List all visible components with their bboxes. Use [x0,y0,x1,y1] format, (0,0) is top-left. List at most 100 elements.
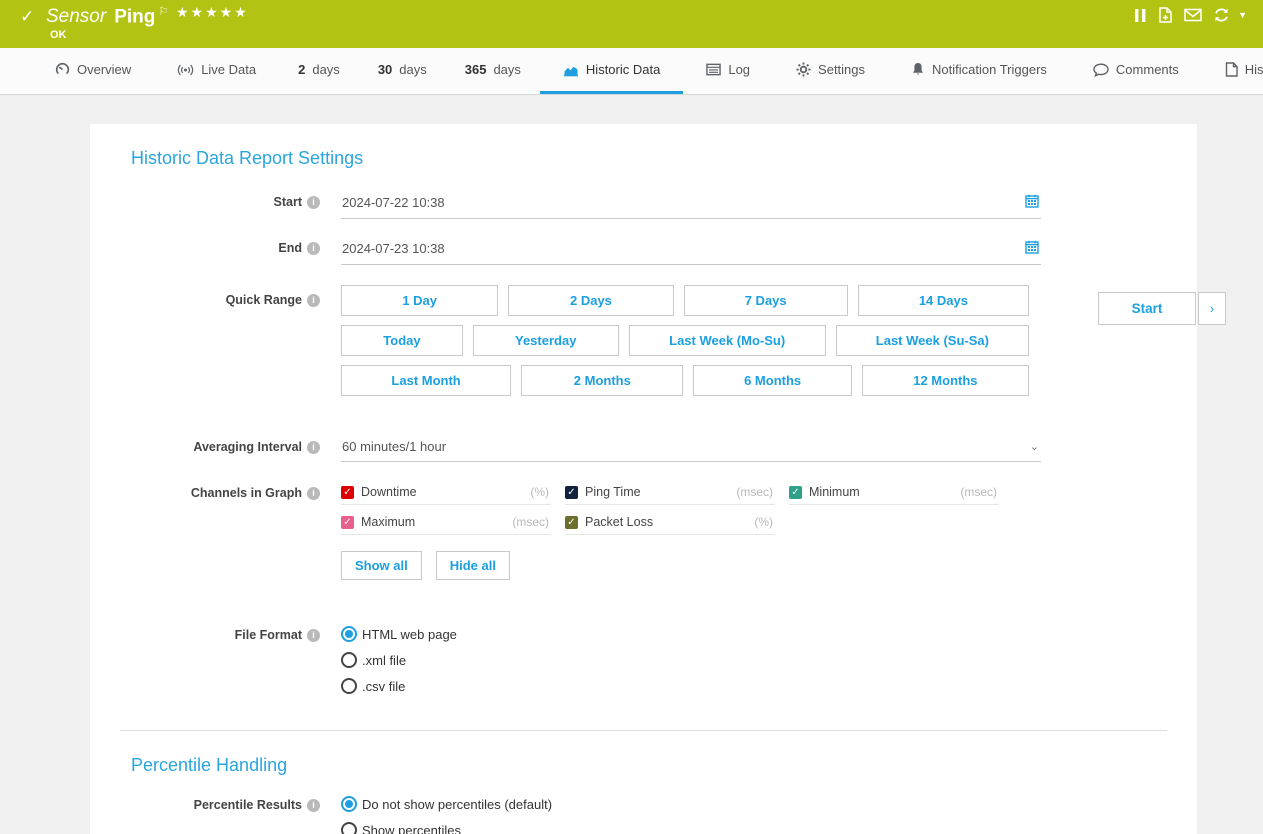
start-split-button: Start › [1098,292,1226,325]
channel-name: Ping Time [585,485,641,499]
priority-stars[interactable]: ★★★★★ [176,4,249,20]
info-icon[interactable]: i [307,799,320,812]
radio-csv-file[interactable]: .csv file [341,678,1041,694]
tab-label: Historic Data [585,62,661,77]
section-title-report-settings: Historic Data Report Settings [131,148,364,168]
info-icon[interactable]: i [307,629,320,642]
status-badge: OK [50,29,67,41]
caret-down-icon[interactable]: ▼ [1238,10,1247,20]
channel-name: Packet Loss [585,515,654,529]
tab-365-days[interactable]: 365 days [446,48,540,94]
gauge-icon [55,62,70,77]
radio-html-web-page[interactable]: HTML web page [341,626,1041,642]
historic-data-panel: Historic Data Report Settings Start i 202… [90,124,1197,834]
broadcast-icon [177,63,194,77]
channel-checkbox[interactable]: ✓ [565,515,578,529]
tab-label: days [493,62,521,77]
quick-range-yesterday[interactable]: Yesterday [472,325,619,356]
comment-bubble-icon [1093,62,1109,77]
start-label: Start i [90,189,320,219]
tab-number: 30 [377,62,393,77]
area-chart-icon [563,63,579,77]
averaging-interval-row: Averaging Interval i 60 minutes/1 hour ⌄ [90,434,1197,462]
section-title-percentile: Percentile Handling [131,755,288,775]
averaging-interval-select[interactable]: 60 minutes/1 hour ⌄ [341,434,1041,462]
quick-range-2-days[interactable]: 2 Days [508,285,674,316]
tab-log[interactable]: Log [683,48,773,94]
channel-name: Downtime [361,485,417,499]
pause-icon[interactable] [1134,8,1147,23]
quick-range-last-week-su-sa[interactable]: Last Week (Su-Sa) [835,325,1029,356]
sensor-kind-label: Sensor [46,6,107,28]
radio-no-percentiles[interactable]: Do not show percentiles (default) [341,796,1041,812]
tab-2-days[interactable]: 2 days [279,48,359,94]
tab-label: Live Data [201,62,257,77]
quick-range-7-days[interactable]: 7 Days [683,285,848,316]
sensor-header: ✓ Sensor Ping ⚐ ★★★★★ OK ▼ [0,0,1263,48]
channel-unit: (msec) [512,515,549,529]
tab-overview[interactable]: Overview [32,48,154,94]
info-icon[interactable]: i [307,294,320,307]
start-options-chevron[interactable]: › [1198,292,1226,325]
channel-name: Minimum [809,485,860,499]
radio-xml-file[interactable]: .xml file [341,652,1041,668]
tab-history[interactable]: History [1202,48,1263,94]
sensor-title: Sensor Ping ⚐ [46,5,168,28]
flag-icon[interactable]: ⚐ [158,6,169,18]
channel-checkbox[interactable]: ✓ [565,485,578,499]
refresh-icon[interactable] [1213,7,1230,23]
averaging-interval-value: 60 minutes/1 hour [342,439,447,454]
averaging-interval-label: Averaging Interval i [90,434,320,462]
percentile-results-row: Percentile Results i Do not show percenti… [90,796,1197,834]
channel-checkbox[interactable]: ✓ [341,485,354,499]
mail-icon[interactable] [1184,8,1202,22]
start-datetime-input[interactable]: 2024-07-22 10:38 [341,189,1041,219]
header-actions: ▼ [1134,7,1247,23]
info-icon[interactable]: i [307,441,320,454]
quick-range-last-month[interactable]: Last Month [341,365,512,396]
chevron-down-icon: ⌄ [1029,441,1039,453]
quick-range-last-week-mo-su[interactable]: Last Week (Mo-Su) [628,325,826,356]
radio-label: Do not show percentiles (default) [362,796,553,812]
quick-range-2-months[interactable]: 2 Months [521,365,684,396]
radio-icon [341,652,357,668]
tab-comments[interactable]: Comments [1070,48,1202,94]
hide-all-button[interactable]: Hide all [435,551,510,580]
start-button[interactable]: Start [1098,292,1196,325]
sensor-name: Ping [114,6,156,28]
channel-checkbox[interactable]: ✓ [341,515,354,529]
tab-label: Comments [1115,62,1179,77]
quick-range-1-day[interactable]: 1 Day [341,285,499,316]
tab-label: Log [728,62,751,77]
calendar-icon[interactable] [1025,194,1039,211]
channels-label: Channels in Graph i [90,484,320,580]
tab-30-days[interactable]: 30 days [359,48,446,94]
show-all-button[interactable]: Show all [341,551,422,580]
tab-live-data[interactable]: Live Data [154,48,279,94]
radio-show-percentiles[interactable]: Show percentiles [341,822,1041,834]
channel-checkbox[interactable]: ✓ [789,485,802,499]
tab-settings[interactable]: Settings [773,48,888,94]
quick-range-today[interactable]: Today [341,325,463,356]
tab-label: Overview [77,62,132,77]
info-icon[interactable]: i [307,196,320,209]
quick-range-14-days[interactable]: 14 Days [857,285,1029,316]
file-format-row: File Format i HTML web page .xml file .cs… [90,626,1197,704]
quick-range-row: Quick Range i 1 Day 2 Days 7 Days 14 Days… [90,285,1197,396]
tab-historic-data[interactable]: Historic Data [539,48,684,94]
tab-number: 365 [464,62,487,77]
end-datetime-input[interactable]: 2024-07-23 10:38 [341,235,1041,265]
bell-icon [911,62,925,77]
radio-icon [341,822,357,834]
radio-icon [341,626,357,642]
calendar-icon[interactable] [1025,240,1039,257]
tab-label: Notification Triggers [932,62,1047,77]
tab-notification-triggers[interactable]: Notification Triggers [888,48,1070,94]
end-datetime-value: 2024-07-23 10:38 [342,241,445,256]
add-report-icon[interactable] [1158,7,1173,23]
quick-range-6-months[interactable]: 6 Months [693,365,852,396]
quick-range-12-months[interactable]: 12 Months [861,365,1029,396]
info-icon[interactable]: i [307,487,320,500]
info-icon[interactable]: i [307,242,320,255]
radio-label: HTML web page [362,626,457,642]
